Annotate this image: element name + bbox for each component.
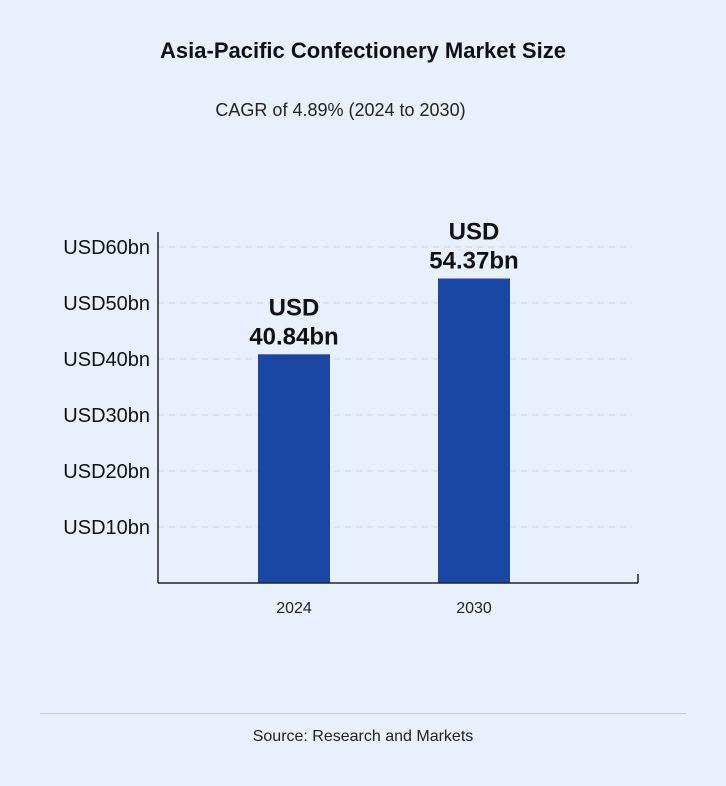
- y-tick-labels: USD10bn USD20bn USD30bn USD40bn USD50bn USD60…: [63, 237, 150, 539]
- data-label-currency: USD: [449, 219, 500, 246]
- bars: [258, 278, 510, 583]
- y-tick-label: USD20bn: [63, 461, 150, 483]
- bar-2030: [438, 278, 510, 583]
- data-label-value: 40.84bn: [249, 323, 338, 350]
- data-label-currency: USD: [269, 294, 320, 321]
- chart-title: Asia-Pacific Confectionery Market Size: [160, 38, 566, 63]
- y-tick-label: USD60bn: [63, 237, 150, 259]
- y-tick-label: USD40bn: [63, 349, 150, 371]
- y-tick-label: USD50bn: [63, 293, 150, 315]
- x-tick-label: 2030: [456, 600, 492, 617]
- chart-subtitle: CAGR of 4.89% (2024 to 2030): [215, 100, 466, 120]
- x-tick-labels: 2024 2030: [276, 600, 492, 617]
- gridlines: [158, 246, 632, 528]
- bar-2024: [258, 354, 330, 583]
- source-note: Source: Research and Markets: [252, 728, 474, 745]
- axes: [157, 232, 639, 584]
- y-tick-label: USD30bn: [63, 405, 150, 427]
- data-label-value: 54.37bn: [429, 248, 518, 275]
- footer-divider: [40, 713, 686, 714]
- y-tick-label: USD10bn: [63, 517, 150, 539]
- x-tick-label: 2024: [276, 600, 312, 617]
